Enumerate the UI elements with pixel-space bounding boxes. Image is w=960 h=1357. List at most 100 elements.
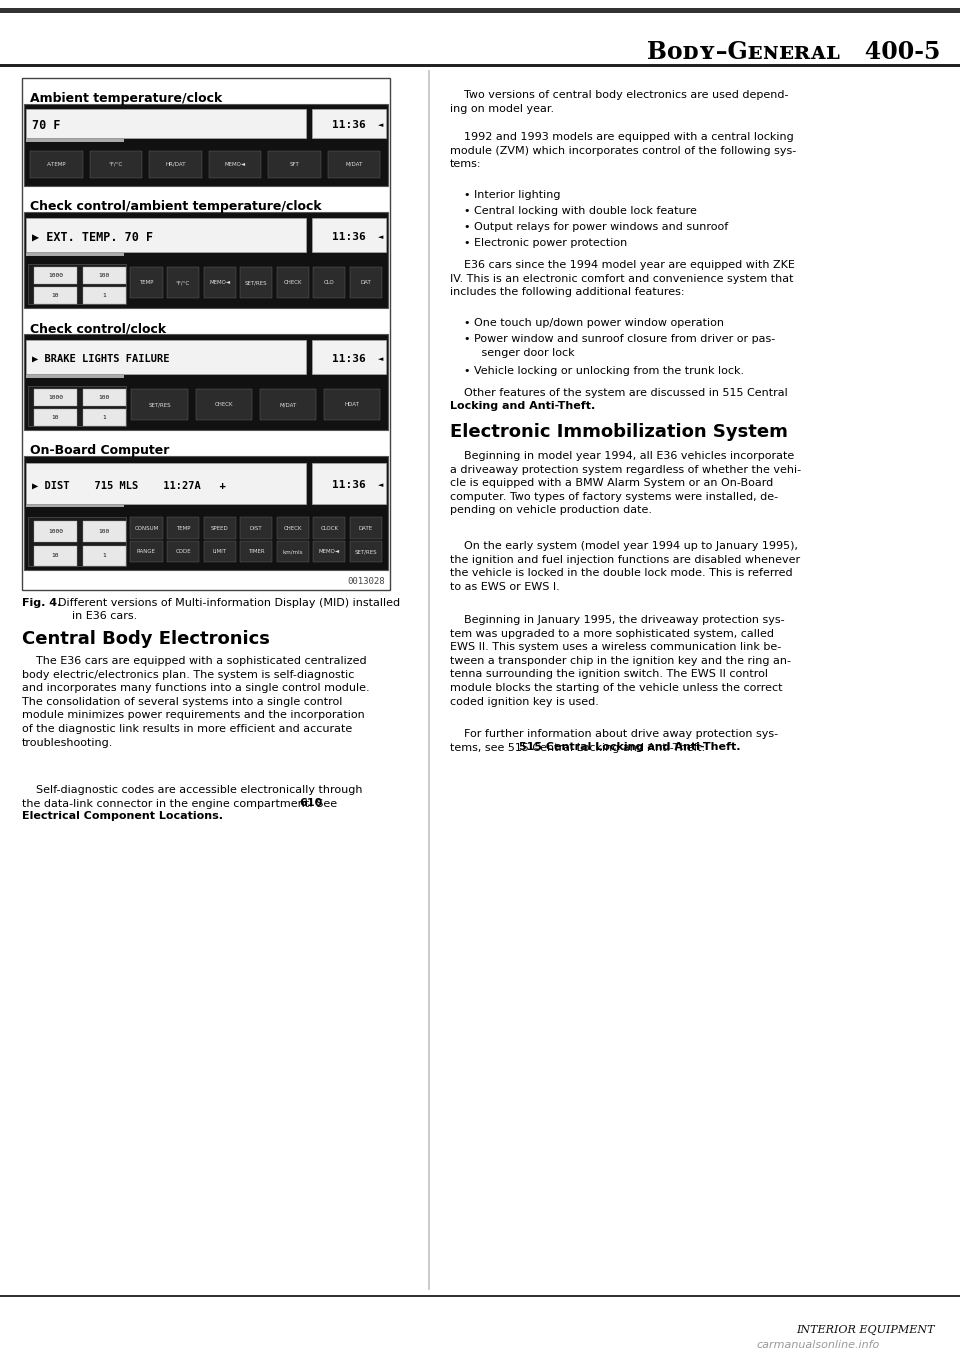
Text: RANGE: RANGE <box>137 550 156 554</box>
Bar <box>259 389 316 421</box>
Text: 1000: 1000 <box>48 273 63 278</box>
Bar <box>28 385 126 426</box>
Text: 1: 1 <box>103 554 107 558</box>
Bar <box>26 463 306 503</box>
Text: Beginning in January 1995, the driveaway protection sys-
tem was upgraded to a m: Beginning in January 1995, the driveaway… <box>450 615 791 707</box>
Text: CODE: CODE <box>176 550 191 554</box>
Text: Bᴏᴅʏ–Gᴇɴᴇʀᴀʟ   400-5: Bᴏᴅʏ–Gᴇɴᴇʀᴀʟ 400-5 <box>647 39 940 64</box>
Text: CHECK: CHECK <box>283 281 302 285</box>
Bar <box>313 267 346 299</box>
Text: HR/DAT: HR/DAT <box>165 161 186 167</box>
Text: CLOCK: CLOCK <box>321 525 338 531</box>
Bar <box>28 263 126 304</box>
Bar <box>90 151 142 178</box>
Bar <box>131 267 162 299</box>
Text: 11:36: 11:36 <box>332 121 366 130</box>
Text: Electrical Component Locations.: Electrical Component Locations. <box>22 811 223 821</box>
Text: CHECK: CHECK <box>214 402 233 407</box>
Bar <box>83 267 126 284</box>
Text: Check control/clock: Check control/clock <box>30 322 166 335</box>
Bar <box>313 517 346 539</box>
Text: DIST: DIST <box>250 525 262 531</box>
Bar <box>349 517 382 539</box>
Bar <box>276 267 309 299</box>
Text: Check control/ambient temperature/clock: Check control/ambient temperature/clock <box>30 199 322 213</box>
Text: 100: 100 <box>99 395 110 400</box>
Bar <box>328 151 380 178</box>
Bar <box>26 109 306 138</box>
Bar <box>167 541 199 562</box>
Bar <box>83 288 126 304</box>
Bar <box>24 456 388 570</box>
Text: ▶ EXT. TEMP. 70 F: ▶ EXT. TEMP. 70 F <box>32 231 153 243</box>
Text: DAT: DAT <box>361 281 372 285</box>
Text: 10: 10 <box>52 554 60 558</box>
Text: CHECK: CHECK <box>283 525 302 531</box>
Text: km/mls: km/mls <box>282 550 303 554</box>
Text: TEMP: TEMP <box>139 281 154 285</box>
Bar <box>34 521 77 541</box>
Text: 1000: 1000 <box>48 529 63 533</box>
Text: in E36 cars.: in E36 cars. <box>72 611 137 622</box>
Bar <box>312 463 386 503</box>
Text: CONSUM: CONSUM <box>134 525 158 531</box>
Text: SET/RES: SET/RES <box>149 402 171 407</box>
Text: 610: 610 <box>299 798 323 807</box>
Bar <box>240 267 273 299</box>
Text: 70 F: 70 F <box>32 118 60 132</box>
Bar <box>24 334 388 430</box>
Text: Electronic Immobilization System: Electronic Immobilization System <box>450 423 788 441</box>
Text: 11:36: 11:36 <box>332 232 366 242</box>
Text: 515 Central Locking and Anti-Theft.: 515 Central Locking and Anti-Theft. <box>519 742 740 752</box>
Text: ▶ DIST    715 MLS    11:27A   +: ▶ DIST 715 MLS 11:27A + <box>32 480 226 490</box>
Text: • One touch up/down power window operation: • One touch up/down power window operati… <box>464 318 724 328</box>
Bar <box>313 541 346 562</box>
Text: LIMIT: LIMIT <box>212 550 227 554</box>
Bar <box>312 217 386 252</box>
Bar <box>131 517 162 539</box>
Bar <box>312 109 386 138</box>
Bar <box>150 151 202 178</box>
Text: 1: 1 <box>103 293 107 299</box>
Text: The E36 cars are equipped with a sophisticated centralized
body electric/electro: The E36 cars are equipped with a sophist… <box>22 655 370 748</box>
Bar <box>31 151 83 178</box>
Text: 0013028: 0013028 <box>348 577 385 586</box>
Bar <box>24 212 388 308</box>
Bar <box>26 376 124 377</box>
Bar <box>0 8 960 14</box>
Text: INTERIOR EQUIPMENT: INTERIOR EQUIPMENT <box>797 1324 935 1335</box>
Text: Locking and Anti-Theft.: Locking and Anti-Theft. <box>450 402 595 411</box>
Bar <box>34 389 77 406</box>
Bar <box>209 151 261 178</box>
Text: 10: 10 <box>52 415 60 421</box>
Bar <box>26 254 124 256</box>
Bar <box>26 339 306 375</box>
Text: 100: 100 <box>99 529 110 533</box>
Bar <box>131 541 162 562</box>
Text: Ambient temperature/clock: Ambient temperature/clock <box>30 92 223 104</box>
Text: MEMO◄: MEMO◄ <box>209 281 230 285</box>
Bar <box>34 267 77 284</box>
Bar <box>0 64 960 66</box>
Text: • Interior lighting: • Interior lighting <box>464 190 561 199</box>
Bar <box>196 389 252 421</box>
Bar <box>28 517 126 566</box>
Bar <box>167 517 199 539</box>
Text: SET/RES: SET/RES <box>354 550 377 554</box>
Text: • Power window and sunroof closure from driver or pas-
     senger door lock: • Power window and sunroof closure from … <box>464 334 776 358</box>
Text: ◄: ◄ <box>378 122 383 128</box>
Bar <box>83 546 126 566</box>
Bar <box>204 517 236 539</box>
Text: Central Body Electronics: Central Body Electronics <box>22 630 270 649</box>
Text: CLO: CLO <box>324 281 335 285</box>
Text: ◄: ◄ <box>378 356 383 362</box>
Text: SPEED: SPEED <box>211 525 228 531</box>
Bar <box>240 541 273 562</box>
Text: Fig. 4.: Fig. 4. <box>22 598 61 608</box>
Text: HDAT: HDAT <box>345 402 359 407</box>
Bar <box>34 546 77 566</box>
Bar <box>349 541 382 562</box>
Bar <box>428 71 429 1291</box>
Bar <box>167 267 199 299</box>
Bar <box>240 517 273 539</box>
